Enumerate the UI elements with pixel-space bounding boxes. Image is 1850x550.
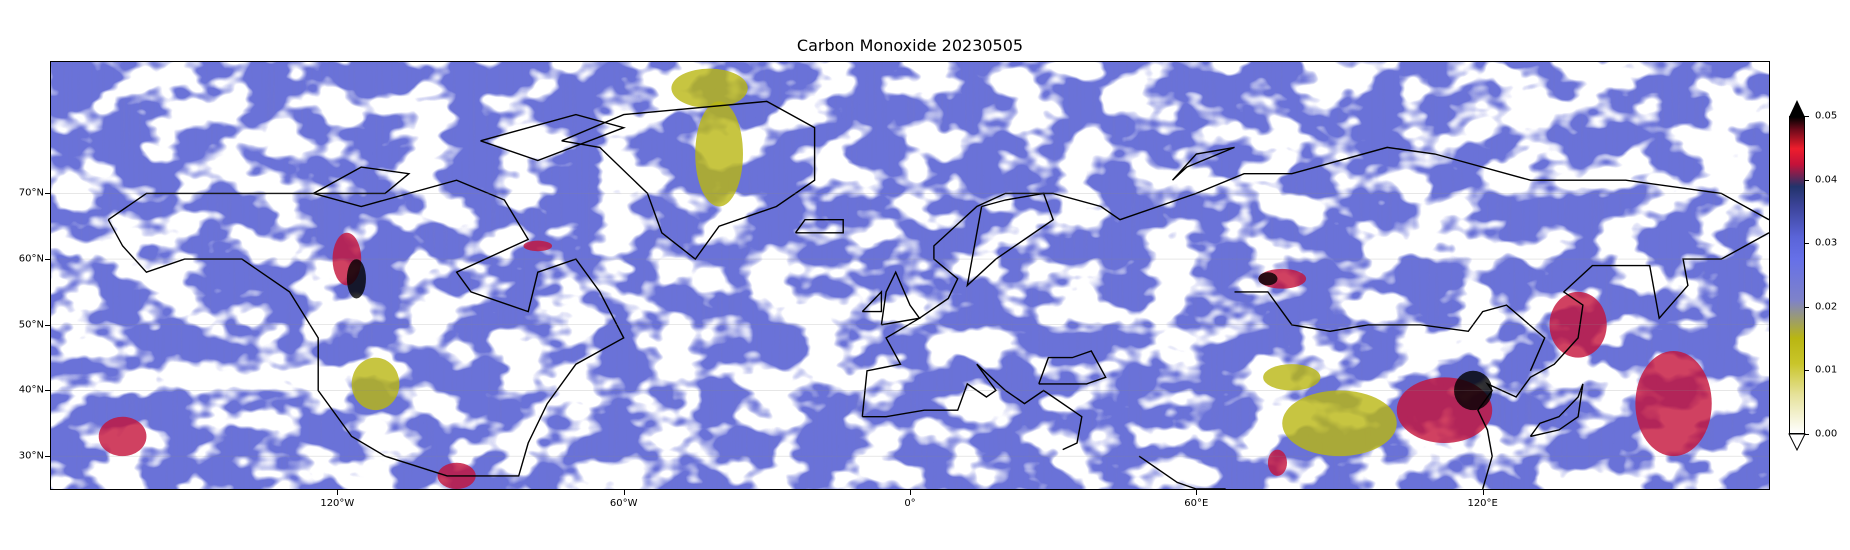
colorbar-tick-label: 0.00	[1815, 429, 1837, 440]
lon-tick	[337, 490, 338, 495]
colorbar-tick	[1805, 116, 1809, 117]
lat-label: 40°N	[0, 385, 44, 396]
co-plume	[1263, 364, 1320, 390]
co-plume	[1282, 390, 1397, 456]
co-plume	[99, 417, 147, 456]
colorbar-extend-min	[1788, 433, 1806, 451]
colorbar-extend-max	[1789, 100, 1805, 117]
co-plume	[523, 241, 552, 252]
colorbar-tick-label: 0.05	[1815, 111, 1837, 122]
colorbar	[1789, 116, 1805, 434]
lat-label: 30°N	[0, 451, 44, 462]
colorbar-tick	[1805, 307, 1809, 308]
lat-tick	[45, 456, 50, 457]
lat-label: 50°N	[0, 319, 44, 330]
colorbar-tick	[1805, 243, 1809, 244]
lat-label: 70°N	[0, 188, 44, 199]
lon-label: 60°W	[610, 498, 638, 509]
lon-tick	[1483, 490, 1484, 495]
colorbar-tick-label: 0.04	[1815, 174, 1837, 185]
map-title: Carbon Monoxide 20230505	[0, 36, 1820, 55]
cloud-mask-layer	[51, 62, 1769, 489]
lon-label: 0°	[904, 498, 915, 509]
lat-label: 60°N	[0, 254, 44, 265]
lat-tick	[45, 259, 50, 260]
colorbar-tick-label: 0.01	[1815, 365, 1837, 376]
colorbar-tick	[1805, 180, 1809, 181]
co-plume	[347, 259, 366, 298]
lat-tick	[45, 390, 50, 391]
co-plume	[1635, 351, 1711, 456]
co-plume	[352, 358, 400, 411]
co-plume	[1268, 450, 1287, 476]
map-panel	[50, 61, 1770, 490]
lon-tick	[624, 490, 625, 495]
co-plume	[695, 101, 743, 206]
lon-label: 120°W	[320, 498, 354, 509]
lon-label: 60°E	[1184, 498, 1208, 509]
lon-label: 120°E	[1467, 498, 1497, 509]
colorbar-tick	[1805, 434, 1809, 435]
lon-tick	[1196, 490, 1197, 495]
colorbar-tick-label: 0.02	[1815, 301, 1837, 312]
co-concentration-map	[51, 62, 1769, 489]
co-plume	[671, 69, 747, 108]
co-plume	[1258, 272, 1277, 285]
lon-tick	[910, 490, 911, 495]
lat-tick	[45, 325, 50, 326]
colorbar-tick	[1805, 370, 1809, 371]
colorbar-tick-label: 0.03	[1815, 238, 1837, 249]
lat-tick	[45, 193, 50, 194]
